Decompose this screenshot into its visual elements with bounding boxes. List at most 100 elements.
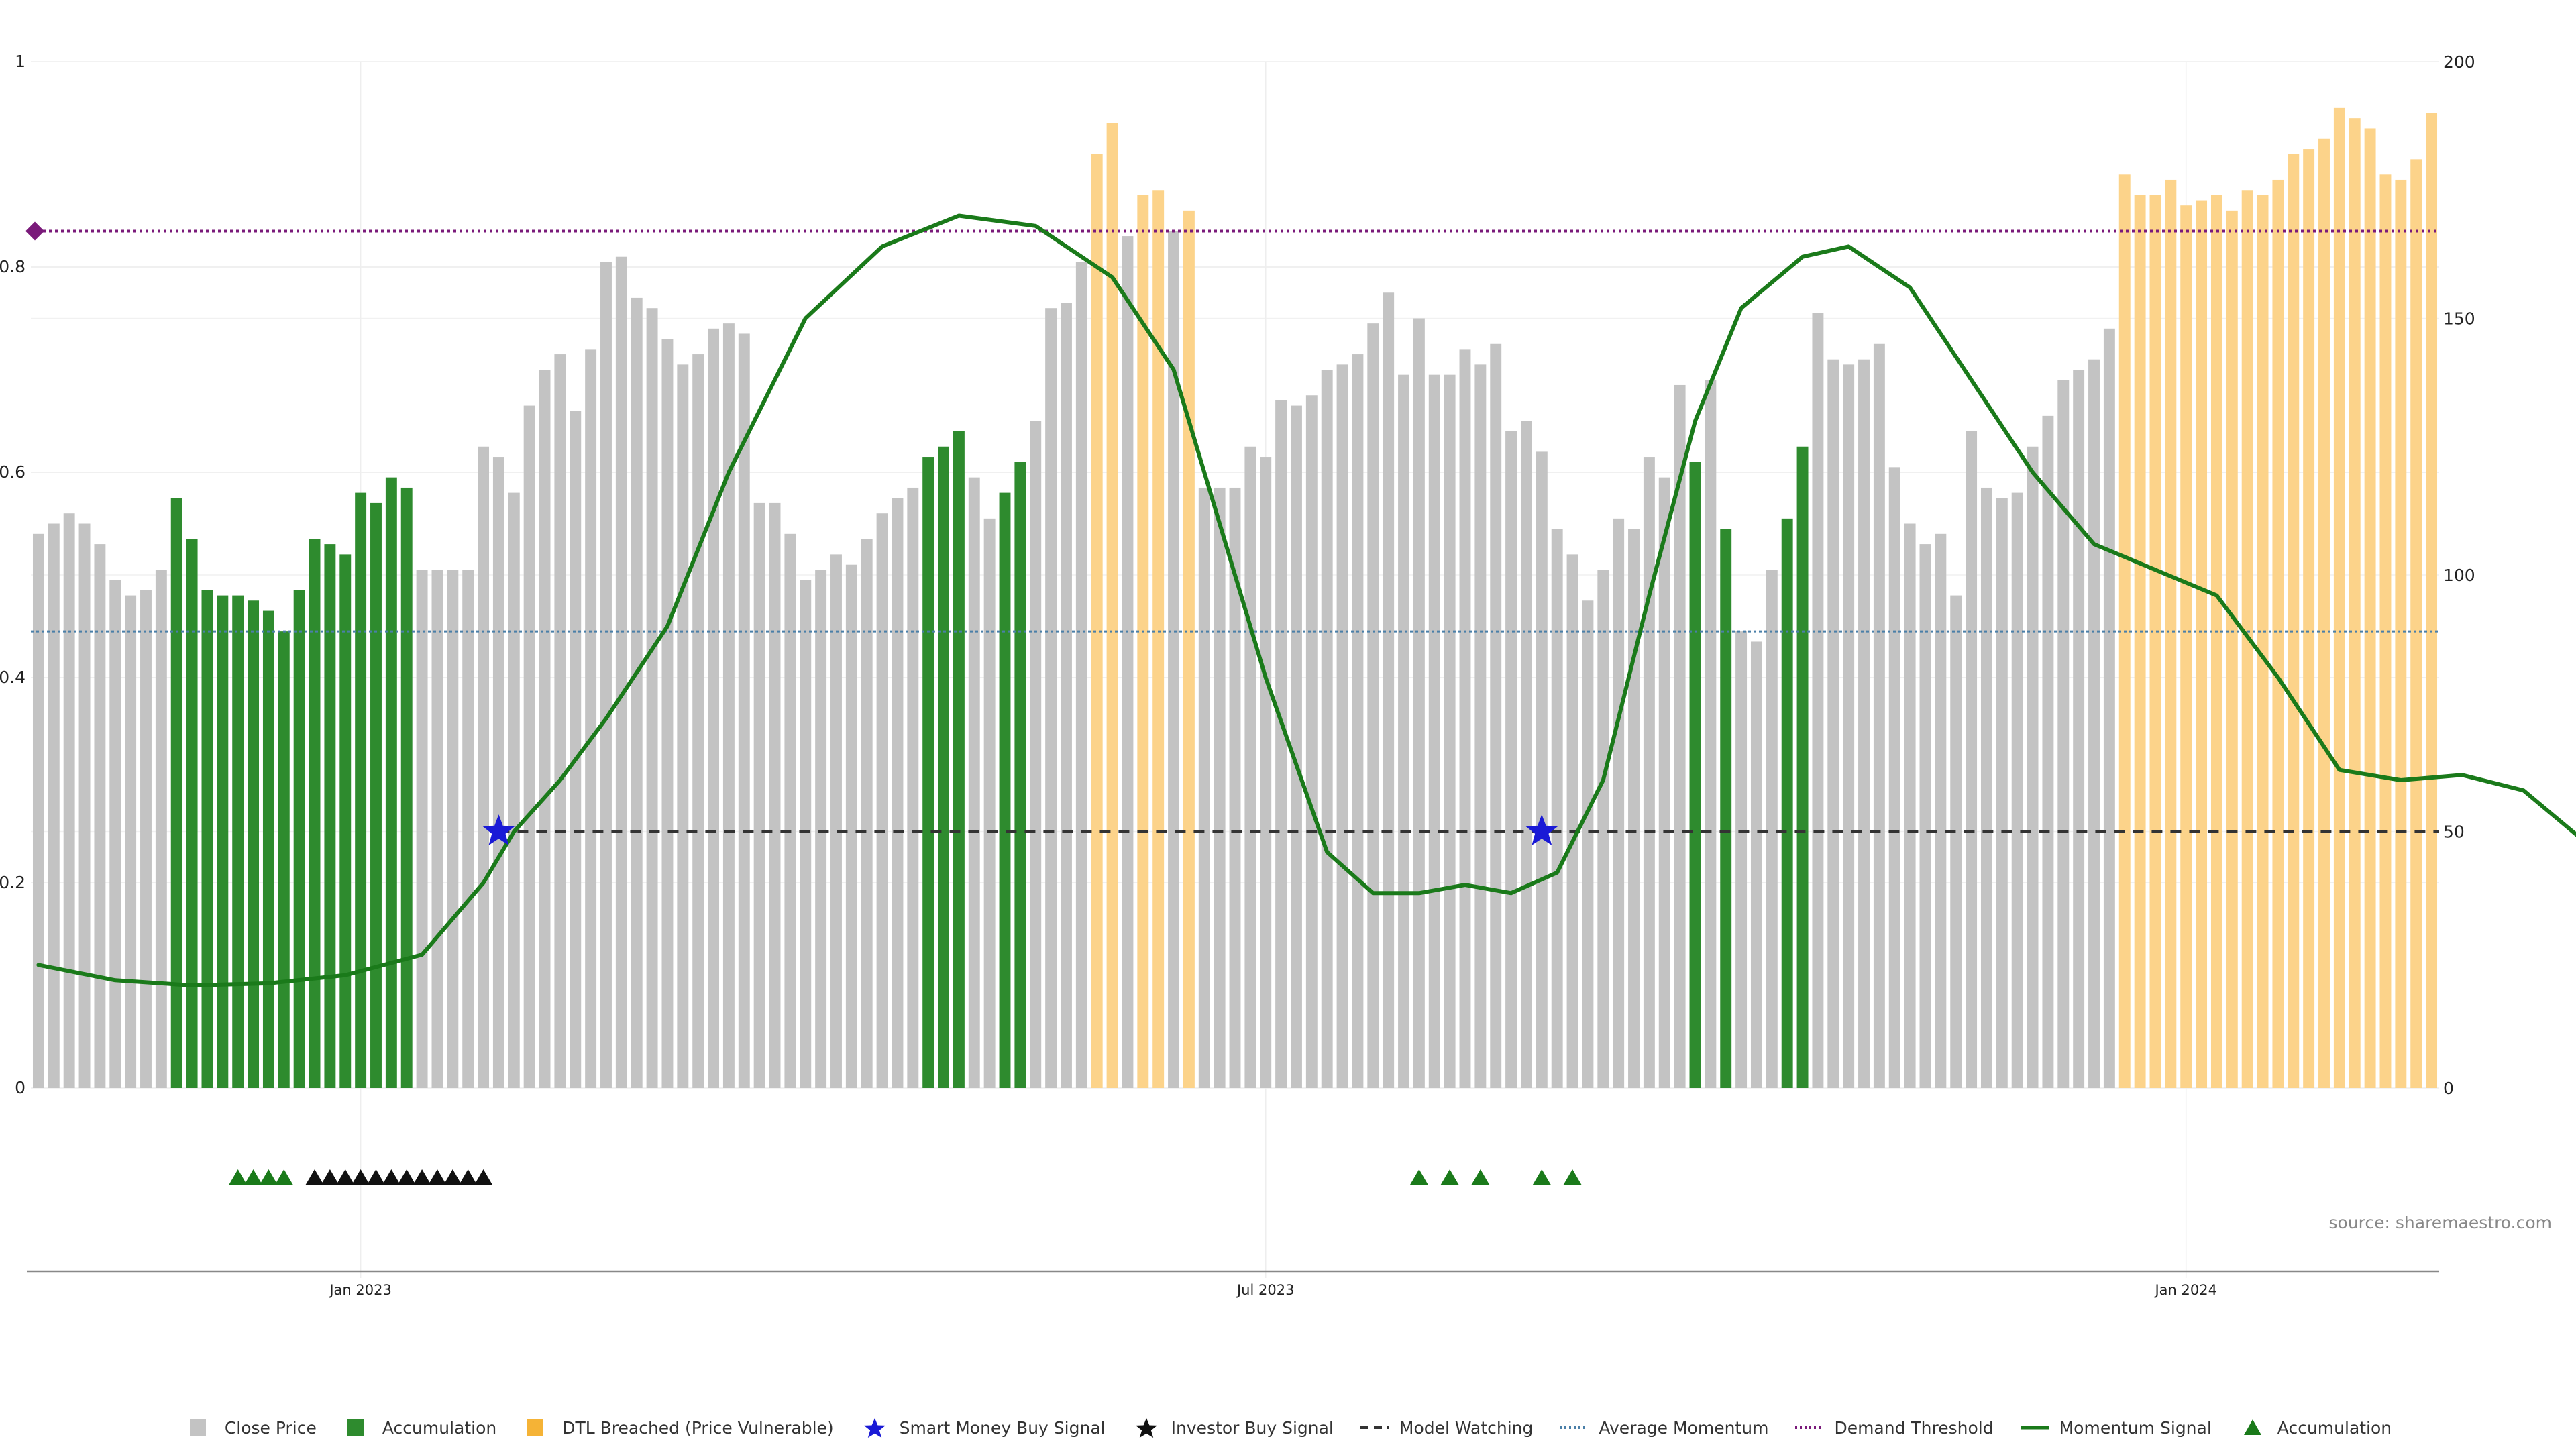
- close-price-bar: [1030, 421, 1042, 1088]
- close-price-bar: [999, 492, 1011, 1088]
- close-price-bar: [615, 256, 627, 1089]
- close-price-bar: [1873, 343, 1885, 1088]
- legend-square-close-icon: [189, 1419, 206, 1436]
- close-price-bar: [1551, 529, 1563, 1088]
- close-price-bar: [692, 354, 704, 1088]
- close-price-bar: [2165, 179, 2177, 1089]
- close-price-bar: [2272, 179, 2284, 1089]
- momentum-signal-line: [36, 213, 2576, 987]
- close-price-bar: [1291, 405, 1302, 1088]
- close-price-bar: [400, 487, 413, 1088]
- close-price-bar: [355, 492, 367, 1088]
- accumulation-marker-icon: [397, 1169, 417, 1185]
- legend-square-accumulation-icon: [347, 1419, 364, 1436]
- close-price-bar: [2303, 149, 2315, 1088]
- close-price-bar: [1260, 457, 1272, 1088]
- smart-money-buy-signal-icon: [1525, 814, 1558, 846]
- accumulation-marker-icon: [427, 1169, 447, 1185]
- accumulation-marker-icon: [413, 1169, 432, 1185]
- close-price-bar: [769, 502, 781, 1088]
- close-price-bar: [907, 487, 919, 1088]
- close-price-bar: [1505, 431, 1517, 1088]
- close-price-bar: [262, 610, 274, 1088]
- close-price-bar: [2349, 118, 2361, 1088]
- close-price-bar: [1674, 384, 1686, 1089]
- close-price-bar: [431, 570, 443, 1088]
- close-price-bar: [2027, 446, 2039, 1088]
- close-price-bar: [1628, 529, 1640, 1088]
- close-price-bar: [1843, 364, 1855, 1088]
- legend-label: Demand Threshold: [1834, 1417, 1994, 1438]
- close-price-bar: [968, 477, 980, 1088]
- close-price-bar: [953, 431, 965, 1088]
- close-price-bar: [248, 600, 260, 1088]
- close-price-bar: [1597, 570, 1609, 1088]
- close-price-bar: [1980, 487, 1992, 1088]
- close-price-bar: [2011, 492, 2023, 1088]
- close-price-bar: [2088, 359, 2100, 1089]
- accumulation-marker-icon: [458, 1169, 478, 1185]
- close-price-bar: [385, 477, 397, 1088]
- y-tick-label-right: 100: [2443, 566, 2475, 585]
- accumulation-marker-icon: [305, 1169, 325, 1185]
- close-price-bar: [1106, 123, 1118, 1088]
- x-tick-label: Jul 2023: [1236, 1282, 1294, 1298]
- x-tick-label: Jan 2023: [328, 1282, 392, 1298]
- close-price-bar: [1413, 318, 1425, 1088]
- close-price-bar: [416, 570, 428, 1088]
- close-price-bar: [94, 544, 106, 1088]
- close-price-bar: [600, 262, 612, 1089]
- chart-legend: Close Price Accumulation DTL Breached (P…: [0, 1407, 2576, 1448]
- accumulation-marker-icon: [1470, 1169, 1490, 1185]
- accumulation-marker-icon: [382, 1169, 401, 1185]
- legend-item-demand-threshold: Demand Threshold: [1794, 1417, 1994, 1438]
- close-price-bar: [1152, 190, 1165, 1088]
- close-price-bar: [1305, 395, 1318, 1088]
- legend-dot-purple-icon: [1795, 1426, 1824, 1429]
- close-price-bar: [140, 590, 152, 1088]
- close-price-bar: [1321, 370, 1333, 1088]
- close-price-bar: [554, 354, 566, 1088]
- accumulation-marker-icon: [244, 1169, 263, 1185]
- close-price-bar: [1428, 374, 1440, 1088]
- legend-label: Accumulation: [2277, 1417, 2392, 1438]
- legend-label: Model Watching: [1399, 1417, 1534, 1438]
- close-price-bar: [1658, 477, 1670, 1088]
- close-price-bar: [2073, 370, 2085, 1088]
- close-price-bar: [1352, 354, 1364, 1088]
- close-price-bar: [876, 513, 888, 1088]
- demand-threshold-marker: [25, 221, 44, 241]
- legend-dash-black-icon: [1360, 1426, 1389, 1429]
- legend-item-investor: Investor Buy Signal: [1131, 1417, 1334, 1438]
- close-price-bar: [339, 554, 352, 1088]
- close-price-bar: [631, 297, 643, 1088]
- close-price-bar: [1014, 462, 1026, 1088]
- y-tick-label-left: 0.6: [0, 462, 25, 482]
- accumulation-marker-icon: [474, 1169, 493, 1185]
- close-price-bar: [63, 513, 75, 1088]
- close-price-bar: [2333, 107, 2345, 1089]
- close-price-bar: [1935, 533, 1947, 1088]
- close-price-bar: [170, 498, 182, 1088]
- legend-star-blue-icon: [863, 1418, 885, 1438]
- close-price-bar: [1444, 374, 1456, 1088]
- close-price-bar: [677, 364, 689, 1088]
- close-price-bar: [1244, 446, 1256, 1088]
- accumulation-marker-icon: [1563, 1169, 1582, 1185]
- close-price-bar: [585, 349, 597, 1088]
- close-price-bar: [1045, 308, 1057, 1089]
- legend-dot-blue-icon: [1560, 1426, 1589, 1429]
- close-price-bar: [1398, 374, 1409, 1088]
- accumulation-marker-icon: [274, 1169, 294, 1185]
- close-price-bar: [738, 333, 750, 1089]
- close-price-bar: [523, 405, 535, 1088]
- close-price-bar: [1367, 323, 1379, 1088]
- close-price-bar: [1122, 236, 1134, 1089]
- accumulation-marker-icon: [351, 1169, 370, 1185]
- close-price-bar: [1750, 641, 1762, 1088]
- legend-label: Momentum Signal: [2059, 1417, 2212, 1438]
- close-price-bar: [1781, 518, 1793, 1088]
- close-price-bar: [201, 590, 213, 1088]
- close-price-bar: [922, 457, 934, 1088]
